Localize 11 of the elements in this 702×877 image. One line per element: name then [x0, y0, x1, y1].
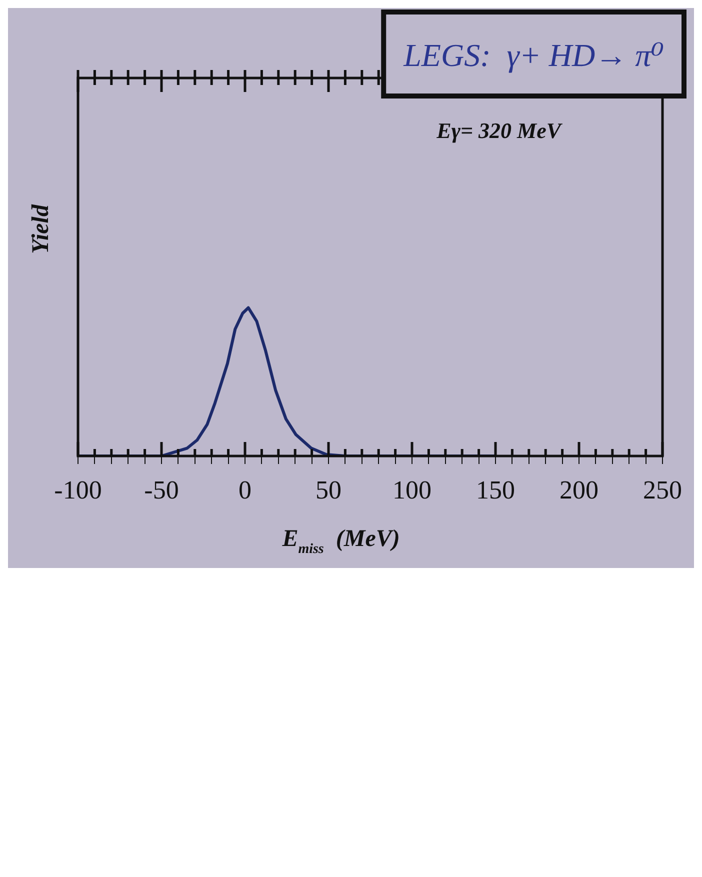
x-tick-label: 200 — [560, 475, 598, 504]
text: Eγ= 320 MeV — [436, 118, 564, 143]
chart-title: LEGS: γ+ HD→ π⁰ — [402, 37, 664, 73]
x-tick-label: 150 — [476, 475, 515, 504]
x-tick-label: -100 — [54, 475, 102, 504]
x-tick-label: 50 — [316, 475, 342, 504]
x-tick-label: 250 — [643, 475, 682, 504]
y-axis-title: Yield — [28, 204, 54, 254]
x-tick-label: 0 — [238, 475, 252, 504]
x-tick-label: -50 — [144, 475, 179, 504]
x-tick-label: 100 — [392, 475, 432, 504]
